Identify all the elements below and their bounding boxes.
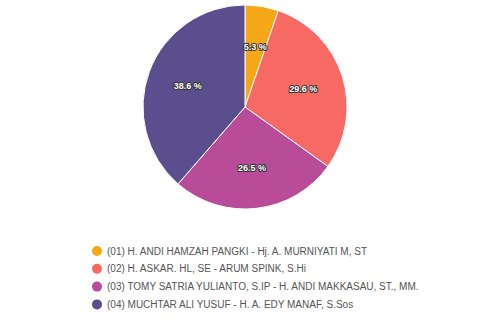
legend-marker [92,246,102,256]
data-label: 5.3 % [244,42,267,52]
legend-label: (03) TOMY SATRIA YULIANTO, S.IP - H. AND… [107,281,419,292]
legend-label: (04) MUCHTAR ALI YUSUF - H. A. EDY MANAF… [107,299,353,310]
pie-slice [143,5,245,184]
legend-item: (01) H. ANDI HAMZAH PANGKI - Hj. A. MURN… [92,246,367,257]
pie: 5.3 % 29.6 % 26.5 % 38.6 % [143,5,347,209]
legend-label: (02) H. ASKAR. HL, SE - ARUM SPINK, S.Hi [107,263,306,274]
data-label: 38.6 % [174,81,202,91]
data-label: 26.5 % [238,163,266,173]
legend: (01) H. ANDI HAMZAH PANGKI - Hj. A. MURN… [92,246,419,310]
chart: 5.3 % 29.6 % 26.5 % 38.6 % (01) H. ANDI HAMZ… [0,0,490,326]
legend-item: (03) TOMY SATRIA YULIANTO, S.IP - H. AND… [92,281,419,292]
data-label: 29.6 % [289,84,317,94]
legend-marker [92,299,102,309]
legend-label: (01) H. ANDI HAMZAH PANGKI - Hj. A. MURN… [107,246,367,257]
legend-item: (04) MUCHTAR ALI YUSUF - H. A. EDY MANAF… [92,299,353,310]
legend-item: (02) H. ASKAR. HL, SE - ARUM SPINK, S.Hi [92,263,306,274]
legend-marker [92,282,102,292]
legend-marker [92,264,102,274]
